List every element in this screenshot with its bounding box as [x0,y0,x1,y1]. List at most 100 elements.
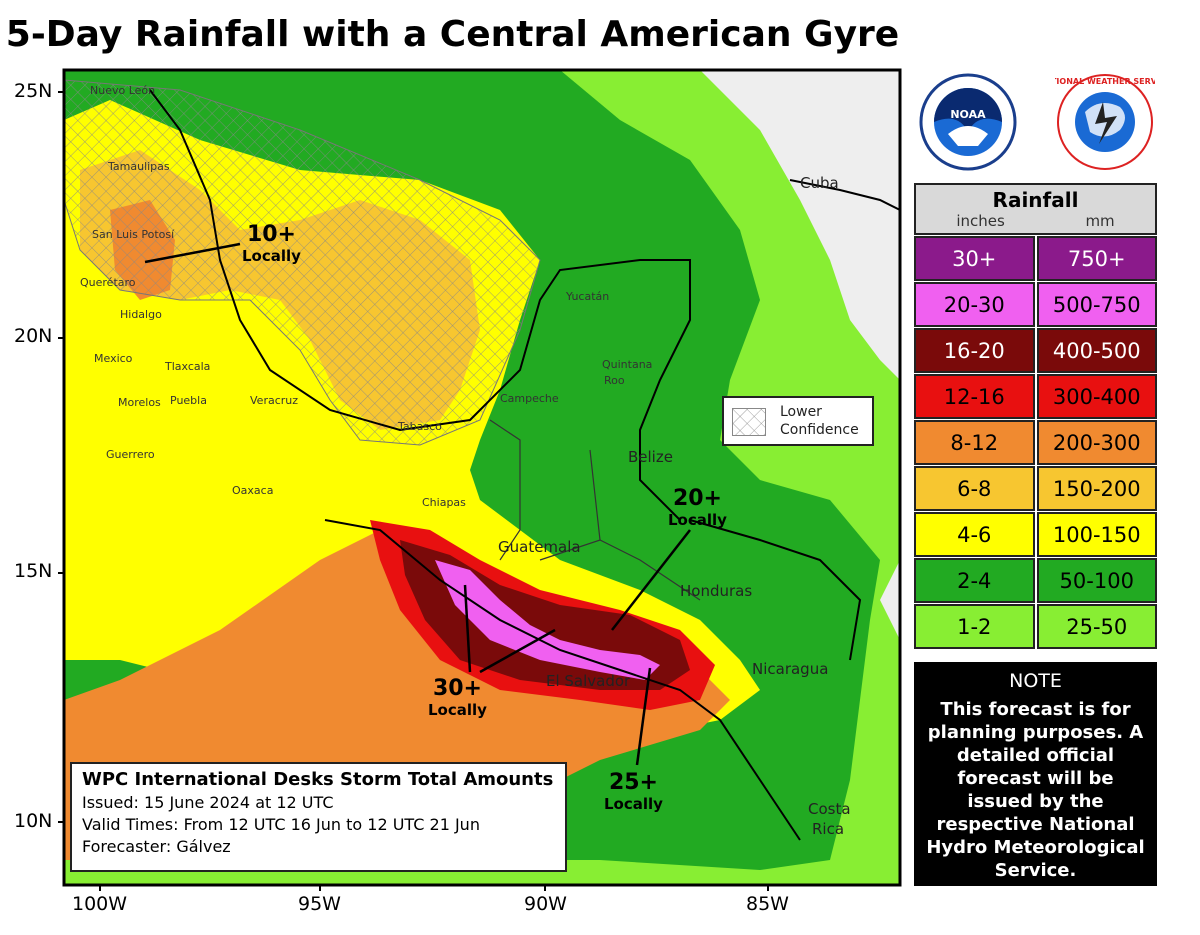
lon-label-100w: 100W [72,893,128,915]
callout-20-locally: 20+ Locally [668,486,727,529]
label-puebla: Puebla [170,394,207,407]
callout-arrows [144,242,691,766]
lower-confidence-region [64,79,541,446]
legend-cell-inches: 4-6 [914,512,1035,557]
noaa-logo-icon: NOAA [919,73,1017,171]
callout-20-value: 20+ [672,486,722,511]
callout-30-value: 30+ [432,676,482,701]
label-chiapas: Chiapas [422,496,466,509]
label-yucatan: Yucatán [566,290,610,303]
label-tlaxcala: Tlaxcala [165,360,211,373]
label-costa-rica-1: Costa [808,800,851,818]
lon-label-85w: 85W [746,893,789,915]
legend-cell-inches: 8-12 [914,420,1035,465]
label-queretaro: Querétaro [80,276,136,289]
label-guatemala: Guatemala [498,538,581,556]
label-veracruz: Veracruz [250,394,299,407]
label-san-luis-potosi: San Luis Potosí [92,228,175,241]
lat-label-25n: 25N [14,80,53,102]
callout-25-locally: 25+ Locally [604,770,663,813]
label-el-salvador: El Salvador [546,672,631,690]
lat-label-20n: 20N [14,325,53,347]
legend-row: 4-6 100-150 [914,512,1157,557]
label-nuevo-leon: Nuevo León [90,84,156,97]
lon-label-95w: 95W [298,893,341,915]
legend-cell-inches: 12-16 [914,374,1035,419]
legend-cell-mm: 750+ [1036,236,1157,281]
label-hidalgo: Hidalgo [120,308,162,321]
label-tabasco: Tabasco [398,420,442,433]
legend-cell-mm: 200-300 [1036,420,1157,465]
noaa-logo-text: NOAA [950,108,986,121]
legend-row: 30+ 750+ [914,236,1157,281]
legend-cell-mm: 100-150 [1036,512,1157,557]
label-honduras: Honduras [680,582,753,600]
nws-logo-text: NATIONAL WEATHER SERVICE [1055,77,1155,86]
label-oaxaca: Oaxaca [232,484,274,497]
label-mexico: Mexico [94,352,133,365]
legend-cell-inches: 20-30 [914,282,1035,327]
label-quintana-1: Quintana [602,358,653,371]
info-box: WPC International Desks Storm Total Amou… [70,762,567,872]
label-campeche: Campeche [500,392,559,405]
legend-cell-mm: 300-400 [1036,374,1157,419]
legend-cell-mm: 500-750 [1036,282,1157,327]
callout-25-value: 25+ [608,770,658,795]
lat-label-10n: 10N [14,810,53,832]
callout-25-label: Locally [604,795,663,813]
legend-header: Rainfall inches mm [914,183,1157,235]
legend-title: Rainfall [992,188,1079,212]
note-box: NOTE This forecast is for planning purpo… [914,662,1157,886]
legend-cell-mm: 150-200 [1036,466,1157,511]
info-issued: Issued: 15 June 2024 at 12 UTC [82,793,334,812]
label-guerrero: Guerrero [106,448,155,461]
borders [489,419,701,601]
legend-row: 6-8 150-200 [914,466,1157,511]
legend-cell-mm: 25-50 [1036,604,1157,649]
legend-cell-mm: 50-100 [1036,558,1157,603]
legend-cell-inches: 2-4 [914,558,1035,603]
info-forecaster: Forecaster: Gálvez [82,837,231,856]
legend-row: 16-20 400-500 [914,328,1157,373]
legend-unit-mm: mm [1085,212,1115,230]
label-quintana-2: Roo [604,374,625,387]
label-cuba: Cuba [800,174,839,192]
legend-cell-inches: 16-20 [914,328,1035,373]
legend-cell-inches: 6-8 [914,466,1035,511]
map-title: 5-Day Rainfall with a Central American G… [5,14,900,55]
callout-10-label: Locally [242,247,301,265]
callout-30-label: Locally [428,701,487,719]
legend-cell-inches: 30+ [914,236,1035,281]
note-body: This forecast is for planning purposes. … [926,699,1145,881]
callout-20-label: Locally [668,511,727,529]
coastlines [149,89,900,841]
tick-marks [58,91,769,891]
info-valid: Valid Times: From 12 UTC 16 Jun to 12 UT… [82,815,480,834]
nws-logo-icon: NATIONAL WEATHER SERVICE [1055,74,1155,170]
legend-row: 2-4 50-100 [914,558,1157,603]
lower-confidence-line2: Confidence [780,422,859,438]
lower-confidence-key: Lower Confidence [722,396,874,446]
legend-row: 8-12 200-300 [914,420,1157,465]
map-frame [62,68,902,887]
callout-30-locally: 30+ Locally [428,676,487,719]
legend-row: 1-2 25-50 [914,604,1157,649]
hatch-swatch-icon [732,408,766,436]
legend-row: 12-16 300-400 [914,374,1157,419]
note-title: NOTE [1009,670,1062,692]
legend-unit-inches: inches [956,212,1005,230]
legend-cell-mm: 400-500 [1036,328,1157,373]
info-title: WPC International Desks Storm Total Amou… [82,769,554,790]
lon-label-90w: 90W [524,893,567,915]
label-tamaulipas: Tamaulipas [108,160,170,173]
legend-cell-inches: 1-2 [914,604,1035,649]
label-nicaragua: Nicaragua [752,660,829,678]
lower-confidence-line1: Lower [780,404,822,420]
band-20-30 [435,560,660,680]
rainfall-legend: Rainfall inches mm 30+ 750+ 20-30 500-750 16… [914,183,1157,649]
callout-10-locally: 10+ Locally [242,222,301,265]
label-costa-rica-2: Rica [812,820,845,838]
legend-row: 20-30 500-750 [914,282,1157,327]
callout-10-value: 10+ [246,222,296,247]
label-morelos: Morelos [118,396,161,409]
